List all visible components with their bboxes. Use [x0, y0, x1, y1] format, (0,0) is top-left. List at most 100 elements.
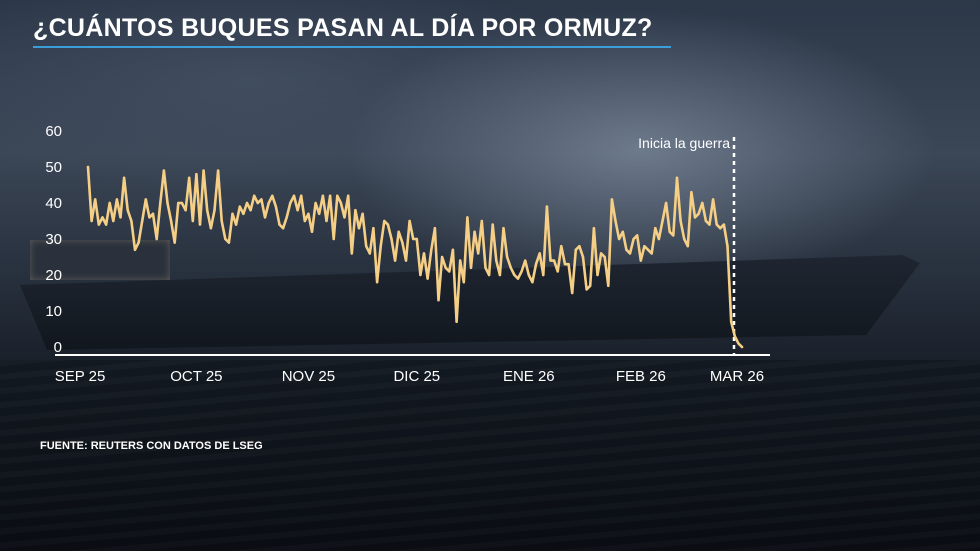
data-point — [679, 219, 682, 223]
data-point — [581, 255, 585, 259]
data-point — [365, 245, 368, 248]
data-point — [545, 205, 549, 208]
ship-superstructure — [30, 240, 170, 280]
data-point — [495, 259, 498, 262]
data-point — [126, 209, 129, 212]
data-point — [213, 209, 216, 212]
data-point — [292, 194, 296, 197]
y-tick-label: 10 — [45, 303, 62, 320]
data-point — [94, 198, 97, 201]
data-point — [412, 237, 415, 241]
data-point — [563, 263, 567, 266]
data-point — [686, 245, 689, 248]
y-tick-label: 50 — [45, 159, 62, 176]
data-point — [390, 237, 393, 241]
data-point — [368, 252, 371, 255]
data-point — [733, 335, 736, 338]
data-point — [278, 223, 281, 226]
data-point — [430, 248, 433, 251]
chart-title: ¿CUÁNTOS BUQUES PASAN AL DÍA POR ORMUZ? — [33, 14, 653, 42]
data-point — [643, 245, 646, 248]
data-point — [448, 270, 451, 273]
data-point — [592, 227, 596, 230]
data-point — [86, 165, 90, 169]
data-point — [281, 227, 285, 230]
data-point — [137, 241, 140, 244]
data-point — [238, 205, 241, 208]
data-point — [599, 252, 603, 255]
data-point — [574, 248, 577, 251]
data-point — [513, 273, 516, 277]
data-point — [708, 223, 711, 226]
data-point — [393, 259, 397, 262]
data-point — [151, 212, 155, 215]
data-point — [672, 234, 675, 237]
data-point — [289, 201, 292, 205]
data-points — [86, 165, 744, 349]
data-point — [628, 252, 632, 255]
data-point — [690, 191, 693, 194]
data-point — [386, 223, 390, 226]
data-point — [646, 248, 650, 251]
data-point — [661, 219, 664, 223]
data-point — [271, 194, 274, 197]
data-point — [112, 219, 115, 223]
data-point — [675, 176, 679, 179]
data-point — [162, 169, 166, 172]
data-point — [115, 198, 119, 201]
data-point — [372, 227, 375, 230]
data-point — [542, 273, 545, 277]
data-point — [701, 201, 704, 205]
data-point — [144, 198, 147, 201]
data-point — [466, 216, 469, 219]
data-point — [455, 320, 458, 323]
data-point — [534, 263, 538, 266]
data-point — [722, 223, 726, 226]
data-point — [188, 176, 191, 179]
data-point — [408, 219, 411, 223]
data-point — [383, 219, 386, 223]
data-point — [191, 219, 194, 223]
data-point — [310, 230, 314, 233]
data-point — [133, 248, 137, 251]
data-point — [180, 201, 184, 205]
x-tick-label: SEP 25 — [55, 368, 106, 385]
data-point — [433, 227, 437, 230]
data-point — [375, 281, 379, 284]
data-point — [159, 201, 162, 205]
data-point — [683, 237, 686, 241]
y-tick-label: 0 — [54, 339, 62, 356]
data-point — [404, 259, 408, 262]
data-point — [697, 212, 700, 215]
data-point — [516, 277, 520, 280]
data-point — [668, 230, 671, 233]
data-point — [263, 216, 267, 219]
data-point — [296, 209, 299, 212]
data-point — [639, 259, 642, 262]
data-point — [538, 252, 541, 255]
data-point — [610, 198, 614, 201]
data-point — [242, 212, 245, 215]
data-point — [556, 270, 559, 273]
data-point — [737, 342, 740, 345]
data-point — [347, 194, 350, 197]
data-point — [328, 194, 332, 197]
data-point — [603, 255, 606, 259]
data-point — [108, 201, 111, 205]
data-point — [227, 241, 231, 244]
data-point — [505, 255, 509, 259]
data-point — [357, 227, 361, 230]
data-point — [401, 241, 404, 244]
data-point — [209, 227, 213, 230]
data-point — [419, 273, 422, 277]
data-point — [253, 194, 256, 197]
data-point — [719, 227, 722, 230]
data-point — [636, 234, 639, 237]
data-point — [169, 219, 173, 223]
data-point — [314, 201, 317, 205]
data-point — [552, 259, 556, 262]
data-point — [617, 237, 621, 241]
y-tick-label: 20 — [45, 267, 62, 284]
data-point — [256, 201, 259, 205]
